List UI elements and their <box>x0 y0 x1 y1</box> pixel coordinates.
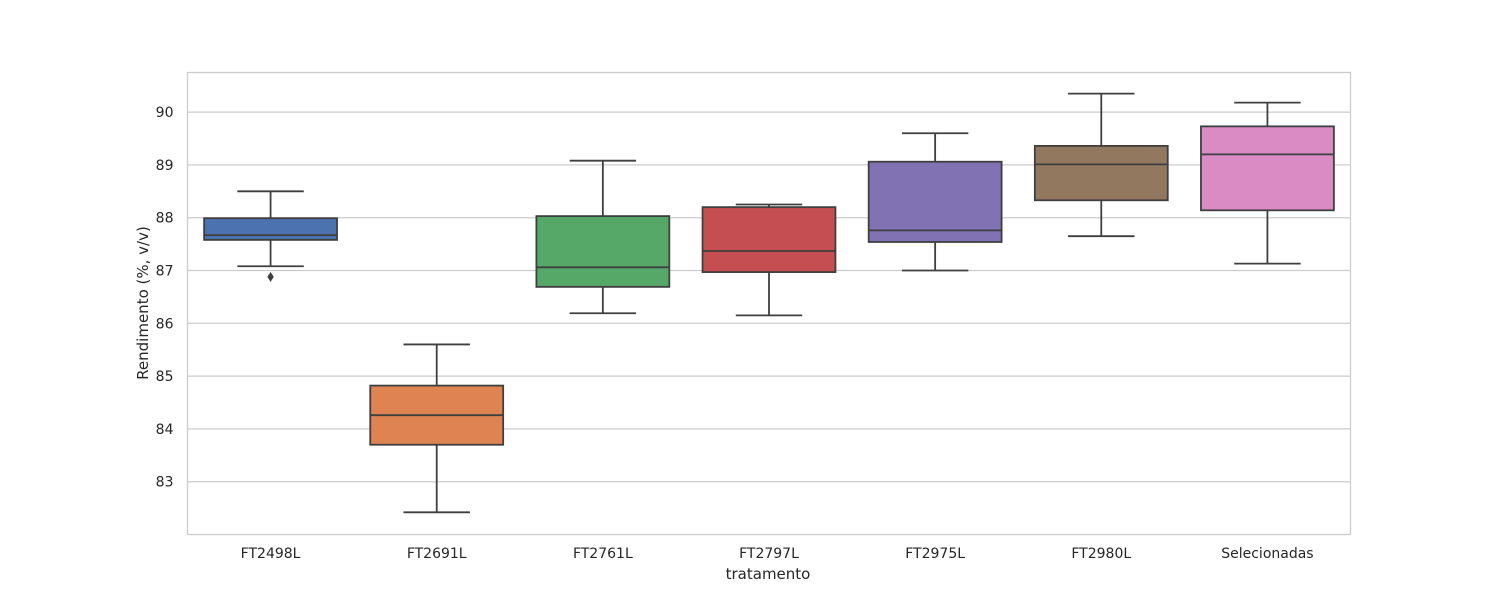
y-axis-label: Rendimento (%, v/v) <box>134 226 152 380</box>
iqr-box <box>1200 125 1335 212</box>
x-tick-label: FT2975L <box>905 546 965 562</box>
box-FT2691L <box>369 343 505 514</box>
y-tick-label: 87 <box>156 264 174 280</box>
x-tick-label: Selecionadas <box>1221 546 1313 562</box>
x-tick-labels: FT2498L FT2691L FT2761L FT2797L FT2975L FT298… <box>241 546 1314 562</box>
box-FT2761L <box>535 159 671 315</box>
x-axis-label: tratamento <box>726 565 811 583</box>
y-tick-label: 86 <box>156 316 174 332</box>
y-tick-label: 84 <box>156 422 174 438</box>
box-Selecionadas <box>1200 101 1335 265</box>
y-tick-label: 85 <box>156 369 174 385</box>
y-tick-label: 88 <box>156 211 174 227</box>
iqr-box <box>203 217 338 241</box>
y-tick-label: 89 <box>156 158 174 174</box>
box-FT2797L <box>701 203 837 317</box>
iqr-box <box>1033 144 1169 202</box>
x-tick-label: FT2797L <box>739 546 799 562</box>
box-FT2980L <box>1033 92 1169 238</box>
y-tick-labels: 83 84 85 86 87 88 89 90 <box>156 105 174 491</box>
iqr-box <box>701 206 837 273</box>
x-tick-label: FT2498L <box>241 546 301 562</box>
box-FT2975L <box>867 132 1003 272</box>
y-tick-label: 83 <box>156 475 174 491</box>
iqr-box <box>867 160 1003 243</box>
iqr-box <box>535 215 671 288</box>
x-tick-label: FT2980L <box>1071 546 1131 562</box>
outlier-point <box>267 271 274 282</box>
y-tick-label: 90 <box>156 105 174 121</box>
x-tick-label: FT2691L <box>407 546 467 562</box>
box-FT2498L <box>203 190 338 282</box>
x-tick-label: FT2761L <box>573 546 633 562</box>
boxes <box>203 92 1335 514</box>
